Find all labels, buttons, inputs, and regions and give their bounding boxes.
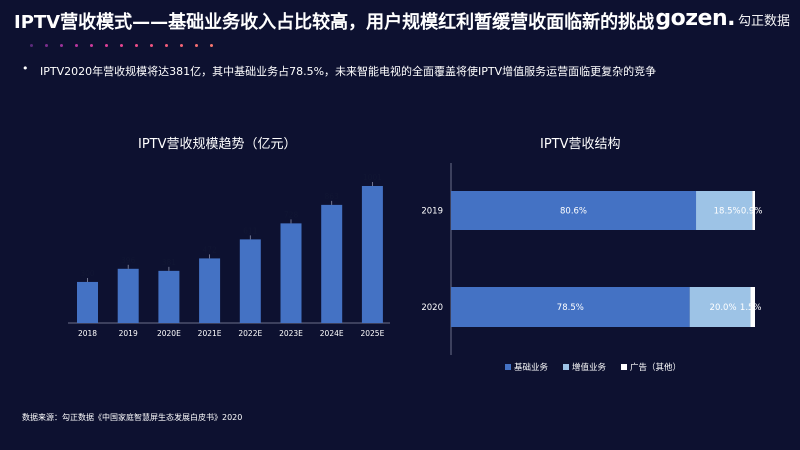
legend-swatch-2: [621, 364, 627, 370]
decorative-dot: [180, 44, 183, 47]
tick-label-2024E: 2024E: [320, 329, 344, 338]
logo-text-cn: 勾正数据: [737, 14, 790, 29]
value-label-2018: 300: [80, 269, 95, 278]
bar-2020E: [158, 270, 180, 323]
legend-label-0: 基础业务: [514, 362, 549, 373]
segment-label-2020-0: 78.5%: [557, 303, 584, 313]
bar-2024E: [321, 204, 343, 323]
value-label-2025E: 1001: [363, 173, 382, 182]
segment-2019-1: [696, 191, 753, 230]
value-label-2020E: 381: [162, 258, 177, 267]
tick-label-2025E: 2025E: [360, 329, 384, 338]
tick-label-2022E: 2022E: [238, 329, 262, 338]
tick-label-2023E: 2023E: [279, 329, 303, 338]
value-label-2022E: 611: [243, 226, 258, 235]
decorative-dot: [150, 44, 153, 47]
legend-swatch-1: [563, 364, 569, 370]
bar-2018: [77, 281, 98, 323]
category-label-2019: 2019: [421, 207, 443, 217]
segment-label-2019-1: 18.5%: [714, 207, 741, 217]
legend-label-2: 广告（其他）: [630, 362, 681, 373]
segment-2019-0: [451, 191, 697, 230]
value-label-2023E: 728: [284, 210, 299, 219]
category-label-2020: 2020: [421, 303, 443, 313]
segment-label-2020-2: 1.5%: [740, 303, 762, 313]
logo-text-en: gozen.: [655, 6, 735, 31]
tick-label-2019: 2019: [119, 329, 138, 338]
summary-text: IPTV2020年营收规模将达381亿，其中基础业务占78.5%，未来智能电视的…: [40, 65, 657, 78]
decorative-dot: [195, 44, 198, 47]
bar-2021E: [199, 258, 221, 323]
decorative-dot: [90, 44, 93, 47]
decorative-dot: [120, 44, 123, 47]
segment-2020-0: [451, 287, 690, 327]
bar-2023E: [280, 223, 302, 323]
segment-label-2020-1: 20.0%: [710, 303, 737, 313]
page-title: IPTV营收模式——基础业务收入占比较高，用户规模红利暂缓营收面临新的挑战: [14, 12, 655, 33]
decorative-dot: [210, 44, 213, 47]
bar-2022E: [239, 239, 261, 323]
brand-logo: gozen. 勾正数据: [655, 6, 790, 31]
legend-label-1: 增值业务: [572, 362, 607, 373]
structure-chart-title: IPTV营收结构: [540, 137, 621, 152]
summary-bullet: IPTV2020年营收规模将达381亿，其中基础业务占78.5%，未来智能电视的…: [22, 62, 657, 79]
tick-label-2021E: 2021E: [198, 329, 222, 338]
tick-label-2020E: 2020E: [157, 329, 181, 338]
bar-chart-title: IPTV营收规模趋势（亿元）: [138, 137, 297, 152]
value-label-2021E: 472: [202, 245, 217, 254]
legend-swatch-0: [505, 364, 511, 370]
segment-2019-2: [752, 191, 755, 230]
bar-2019: [117, 268, 139, 323]
decorative-dot: [60, 44, 63, 47]
decorative-dot: [105, 44, 108, 47]
decorative-dot: [30, 44, 33, 47]
value-label-2024E: 863: [325, 192, 340, 201]
segment-2020-2: [750, 287, 755, 327]
decorative-dot: [75, 44, 78, 47]
segment-label-2019-2: 0.9%: [741, 207, 763, 217]
decorative-dot: [165, 44, 168, 47]
tick-label-2018: 2018: [78, 329, 97, 338]
decorative-dots: [30, 44, 213, 47]
decorative-dot: [135, 44, 138, 47]
value-label-2019: 396: [121, 256, 136, 265]
segment-label-2019-0: 80.6%: [560, 207, 587, 217]
bar-2025E: [361, 186, 383, 323]
data-source-note: 数据来源：勾正数据《中国家庭智慧屏生态发展白皮书》2020: [22, 413, 243, 422]
segment-2020-1: [689, 287, 751, 327]
decorative-dot: [45, 44, 48, 47]
